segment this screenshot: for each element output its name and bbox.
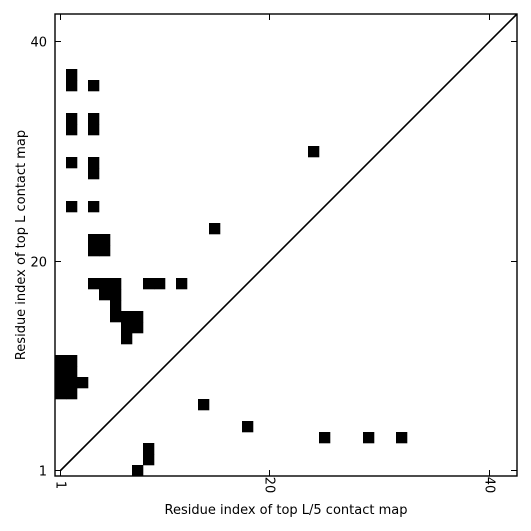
top-l-contact-cell: [143, 278, 155, 290]
top-l-contact-cell: [88, 124, 100, 136]
top-l-contact-cell: [88, 113, 100, 125]
top-l-contact-cell: [110, 278, 122, 290]
top-l-contact-cell: [77, 377, 89, 389]
top-l-contact-cell: [66, 388, 78, 400]
top-l-contact-cell: [99, 234, 111, 246]
top-l5-contact-cell: [363, 432, 375, 444]
top-l-contact-cell: [110, 300, 122, 312]
diagonal-line: [59, 13, 518, 472]
y-axis-label: Residue index of top L contact map: [14, 130, 29, 360]
top-l-contact-cell: [88, 278, 100, 290]
top-l-contact-cell: [88, 157, 100, 169]
top-l-contact-cell: [176, 278, 188, 290]
top-l-contact-cell: [55, 355, 67, 367]
x-axis-label: Residue index of top L/5 contact map: [165, 503, 408, 518]
top-l-contact-cell: [209, 223, 221, 235]
top-l-contact-cell: [132, 311, 144, 323]
top-l-contact-cell: [121, 322, 133, 334]
top-l-contact-cell: [55, 377, 67, 389]
top-l-contact-cell: [88, 168, 100, 180]
top-l-contact-cell: [66, 201, 78, 213]
top-l-contact-cell: [66, 366, 78, 378]
top-l-contact-cell: [66, 124, 78, 136]
top-l-contact-cell: [88, 201, 100, 213]
top-l-contact-cell: [110, 289, 122, 301]
plot-frame: [54, 13, 518, 477]
y-tick-label-1: 1: [39, 465, 47, 480]
top-l-contact-cell: [308, 146, 320, 158]
top-l5-contact-cell: [143, 443, 155, 455]
top-l-contact-cell: [99, 278, 111, 290]
top-l-contact-cell: [121, 311, 133, 323]
top-l-contact-cell: [55, 366, 67, 378]
contact-cells: [55, 69, 408, 477]
top-l5-contact-cell: [396, 432, 408, 444]
top-l-contact-cell: [154, 278, 166, 290]
x-tick-label-40: 40: [482, 477, 497, 494]
top-l-contact-cell: [66, 157, 78, 169]
y-tick-label-20: 20: [30, 256, 47, 271]
top-l-contact-cell: [121, 333, 133, 345]
top-l-contact-cell: [66, 80, 78, 92]
x-tick-label-1: 1: [53, 481, 68, 489]
top-l-contact-cell: [88, 245, 100, 257]
top-l5-contact-cell: [198, 399, 210, 411]
y-tick-label-40: 40: [30, 36, 47, 51]
top-l-contact-cell: [99, 289, 111, 301]
top-l5-contact-cell: [242, 421, 254, 433]
top-l-contact-cell: [88, 80, 100, 92]
top-l-contact-cell: [88, 234, 100, 246]
top-l5-contact-cell: [143, 454, 155, 466]
top-l-contact-cell: [99, 245, 111, 257]
top-l5-contact-cell: [319, 432, 331, 444]
top-l-contact-cell: [66, 377, 78, 389]
x-tick-label-20: 20: [262, 477, 277, 494]
top-l-contact-cell: [66, 355, 78, 367]
top-l-contact-cell: [66, 113, 78, 125]
top-l-contact-cell: [110, 311, 122, 323]
top-l-contact-cell: [132, 322, 144, 334]
top-l-contact-cell: [66, 69, 78, 81]
top-l5-contact-cell: [132, 465, 144, 477]
top-l-contact-cell: [55, 388, 67, 400]
axis-ticks: [55, 14, 517, 476]
